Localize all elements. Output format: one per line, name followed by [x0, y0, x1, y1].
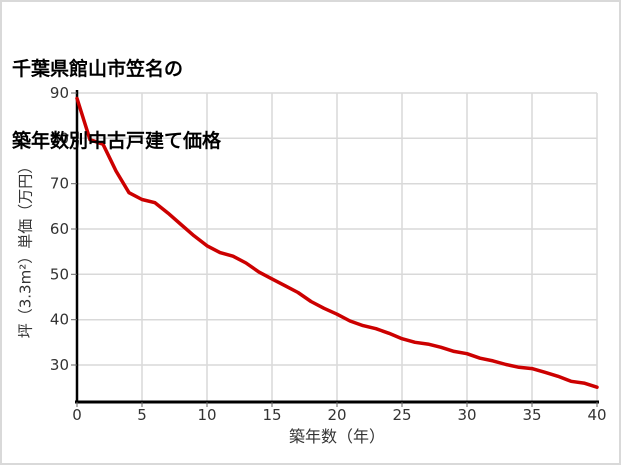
x-tick-label: 25 [392, 406, 411, 424]
y-axis-title: 坪（3.3m²）単価（万円） [16, 158, 35, 339]
x-tick-label: 40 [587, 406, 606, 424]
y-tick-label: 30 [50, 356, 69, 374]
x-tick-label: 10 [197, 406, 216, 424]
price-line [75, 96, 599, 389]
x-tick-label: 15 [262, 406, 281, 424]
y-tick-label: 50 [50, 265, 69, 283]
x-tick-label: 0 [72, 406, 82, 424]
x-axis-title: 築年数（年） [288, 427, 385, 446]
x-tick-label: 35 [522, 406, 541, 424]
chart-title-line1: 千葉県館山市笠名の [12, 58, 184, 80]
x-tick-label: 5 [137, 406, 147, 424]
y-tick-label: 40 [50, 311, 69, 329]
y-tick-label: 70 [50, 175, 69, 193]
x-tick-label: 20 [327, 406, 346, 424]
chart-title: 千葉県館山市笠名の 築年数別中古戸建て価格 [12, 9, 221, 201]
chart-title-line2: 築年数別中古戸建て価格 [12, 130, 222, 152]
y-tick-label: 80 [50, 129, 69, 147]
x-tick-label: 30 [457, 406, 476, 424]
y-tick-label: 60 [50, 220, 69, 238]
y-tick-label: 90 [50, 84, 69, 102]
